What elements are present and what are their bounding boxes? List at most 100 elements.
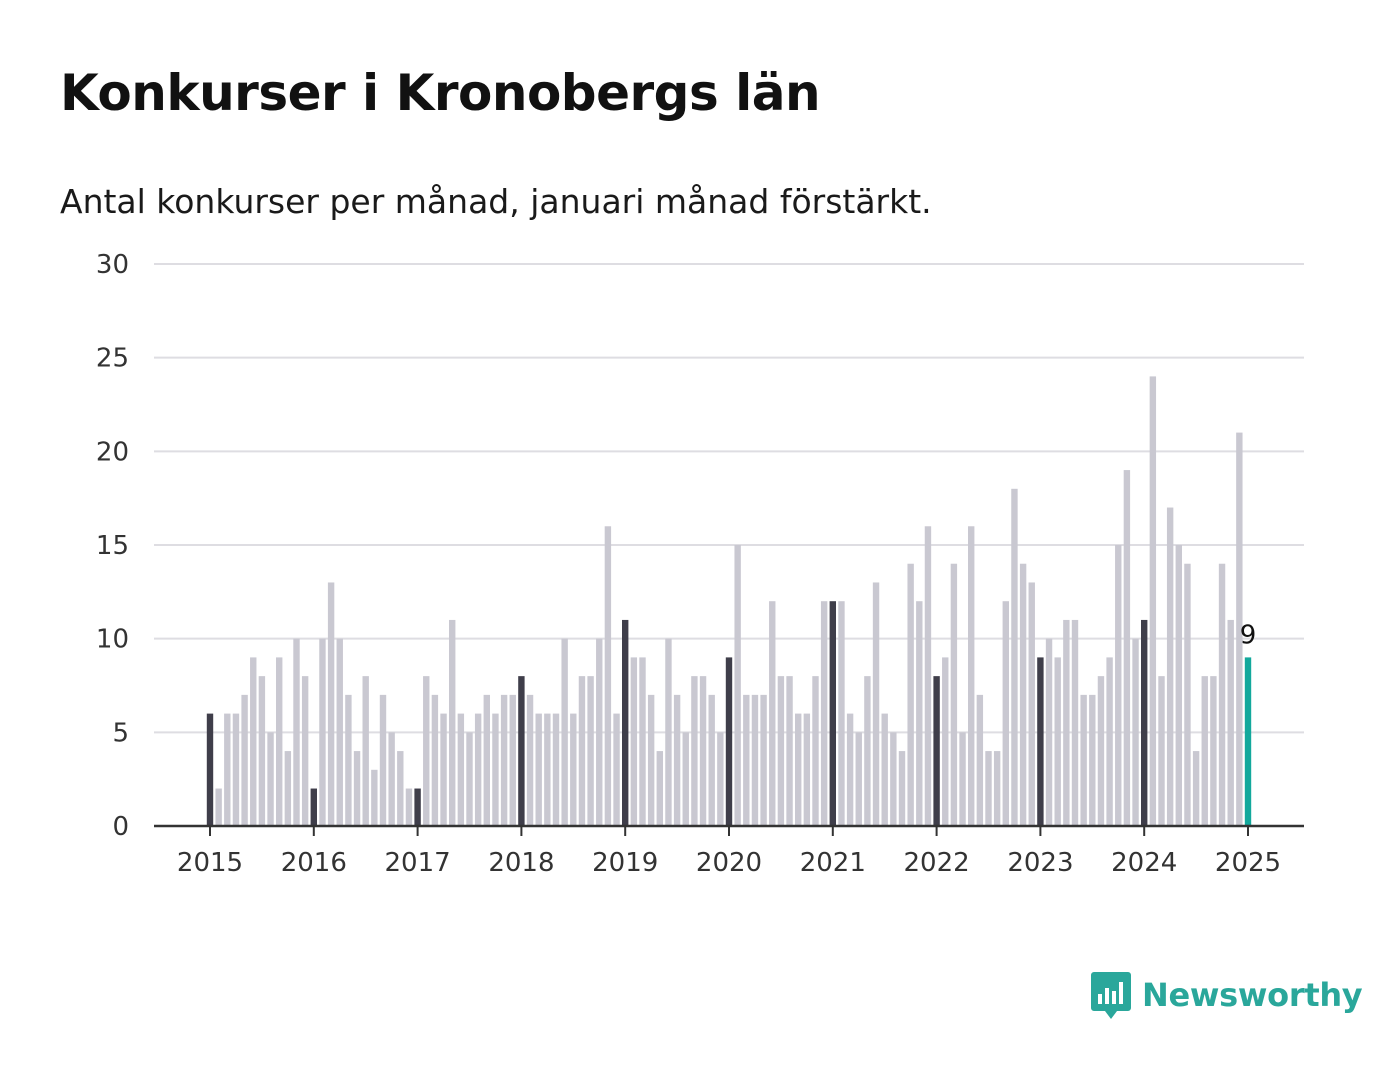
bar <box>1158 676 1165 826</box>
bar <box>855 732 862 826</box>
bar <box>1045 638 1053 826</box>
bar <box>786 676 793 826</box>
bar <box>950 563 958 826</box>
bar <box>397 751 404 826</box>
bar-january <box>622 619 629 826</box>
bar <box>215 788 222 826</box>
x-tick-label: 2020 <box>696 848 762 878</box>
latest-value-label: 9 <box>1240 620 1257 650</box>
bar <box>423 676 430 826</box>
bar <box>293 638 300 826</box>
y-tick-label: 10 <box>96 625 129 655</box>
bar <box>864 676 871 826</box>
bar-latest <box>1244 657 1252 826</box>
bar <box>795 713 802 826</box>
y-tick-label: 5 <box>112 718 129 748</box>
bar <box>881 713 888 826</box>
bar <box>1227 619 1234 826</box>
bar <box>284 751 292 826</box>
bar <box>449 619 456 826</box>
bar <box>872 582 880 826</box>
bar <box>1054 657 1061 826</box>
bar <box>362 676 369 826</box>
y-tick-label: 20 <box>96 437 129 467</box>
bar <box>803 713 811 826</box>
bar <box>916 601 923 826</box>
bar <box>1115 545 1122 826</box>
bar-january <box>1141 619 1148 826</box>
bar <box>890 732 897 826</box>
bar <box>319 638 326 826</box>
bar <box>1149 376 1157 826</box>
bar <box>691 676 698 826</box>
chart-title: Konkurser i Kronobergs län <box>60 64 821 122</box>
bar <box>898 751 906 826</box>
bar <box>812 676 819 826</box>
bar <box>604 526 612 826</box>
newsworthy-logo[interactable]: Newsworthy <box>1090 970 1363 1020</box>
bar <box>1192 751 1200 826</box>
bar <box>431 694 439 826</box>
bar <box>440 713 447 826</box>
bar-january <box>414 788 421 826</box>
bar <box>993 751 1001 826</box>
bar <box>492 713 499 826</box>
bar <box>405 788 413 826</box>
newsworthy-logo-icon <box>1091 972 1131 1019</box>
bar <box>630 657 638 826</box>
bar <box>267 732 274 826</box>
bar <box>1011 488 1018 826</box>
bar-january <box>310 788 317 826</box>
chart-subtitle: Antal konkurser per månad, januari månad… <box>60 182 932 221</box>
bar <box>570 713 577 826</box>
bar <box>682 732 689 826</box>
bar <box>457 713 465 826</box>
bar <box>1201 676 1208 826</box>
bar <box>276 657 283 826</box>
bar <box>976 694 984 826</box>
bar <box>820 601 828 826</box>
bar <box>466 732 473 826</box>
bar <box>924 526 932 826</box>
bar <box>379 694 387 826</box>
x-tick-label: 2022 <box>904 848 970 878</box>
bar-january <box>725 657 733 826</box>
x-tick-label: 2019 <box>592 848 658 878</box>
bar <box>1002 601 1009 826</box>
bar <box>1019 563 1027 826</box>
bar <box>336 638 343 826</box>
bar <box>1063 619 1070 826</box>
bar <box>1218 563 1226 826</box>
bar <box>587 676 594 826</box>
bar <box>1132 638 1139 826</box>
bar <box>1089 694 1096 826</box>
bar <box>1097 676 1105 826</box>
bar <box>258 676 266 826</box>
bar <box>751 694 759 826</box>
bar <box>353 751 361 826</box>
bar-january <box>206 713 214 826</box>
bar <box>838 601 845 826</box>
bar <box>1028 582 1035 826</box>
bar-january <box>518 676 525 826</box>
y-tick-label: 25 <box>96 344 129 374</box>
bar <box>526 694 534 826</box>
bar <box>544 713 551 826</box>
y-axis-tick-labels: 0 5 10 15 20 25 30 <box>96 250 129 842</box>
bar <box>241 694 248 826</box>
x-axis-tick-labels: 2015 2016 2017 2018 2019 2020 2021 2022 2023 2024… <box>177 848 1281 878</box>
bar <box>985 751 992 826</box>
bar <box>1123 470 1131 826</box>
bar <box>673 694 681 826</box>
bar <box>327 582 335 826</box>
bar <box>535 713 542 826</box>
bar <box>1106 657 1113 826</box>
bar <box>647 694 655 826</box>
bar <box>1184 563 1191 826</box>
x-axis <box>154 824 1304 836</box>
bar-january <box>1037 657 1044 826</box>
bar <box>942 657 949 826</box>
x-tick-label: 2018 <box>488 848 554 878</box>
bar <box>968 526 975 826</box>
